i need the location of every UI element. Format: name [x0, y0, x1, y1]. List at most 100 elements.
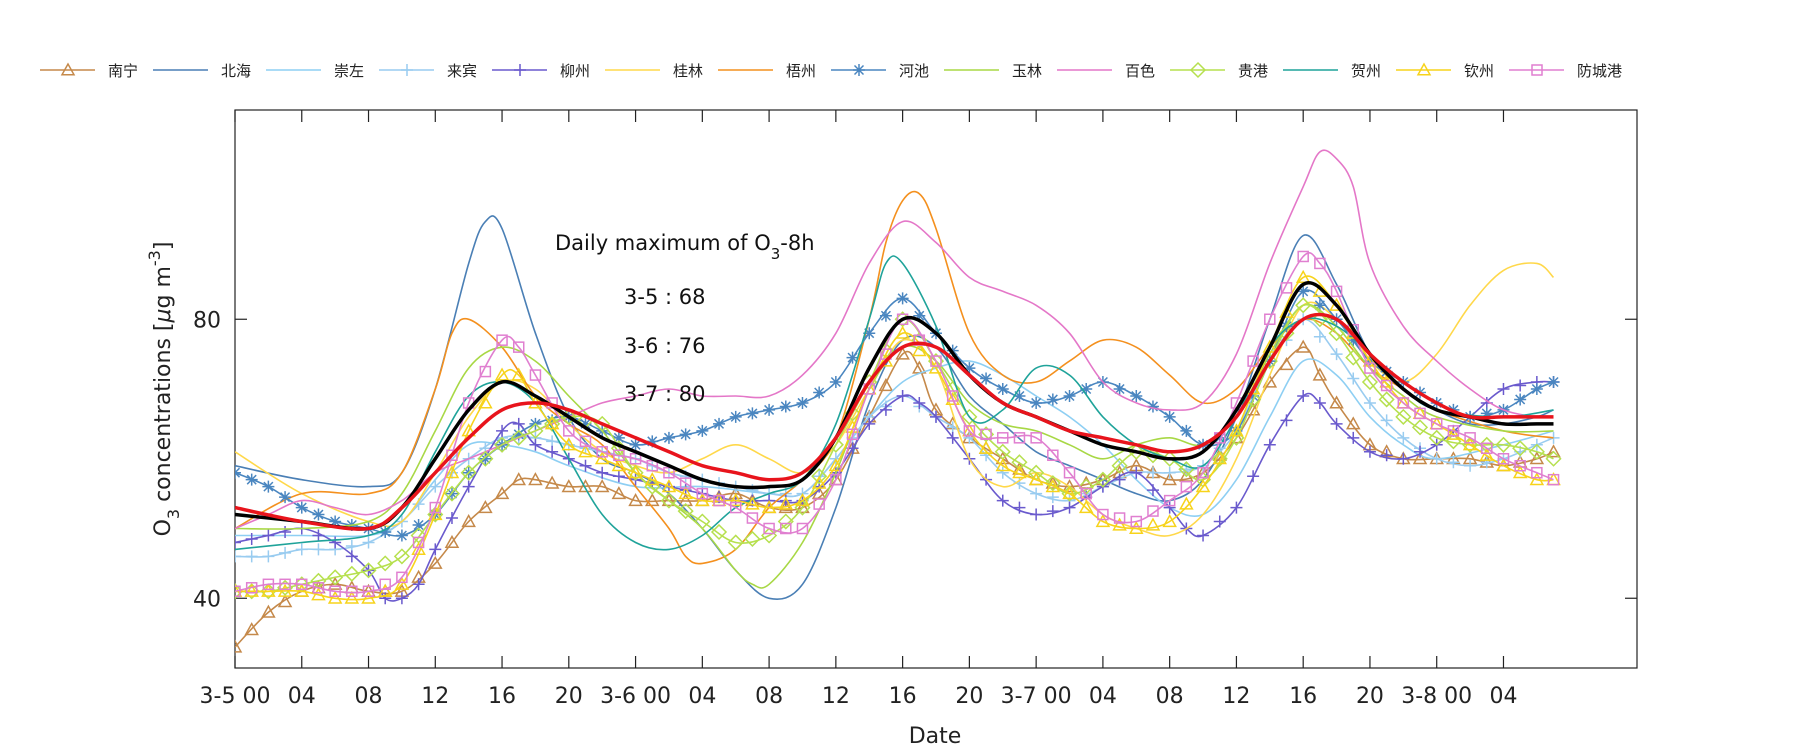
series-line — [235, 312, 1554, 531]
legend-item: 梧州 — [718, 62, 816, 80]
series-marker — [294, 583, 310, 597]
series-marker — [1547, 376, 1560, 389]
series-marker — [1080, 383, 1093, 395]
series-marker — [411, 541, 426, 555]
series-marker — [1280, 282, 1293, 294]
series-marker — [1430, 452, 1443, 465]
series-marker — [1446, 426, 1461, 440]
series-marker — [1297, 389, 1310, 402]
series-marker — [995, 458, 1011, 472]
series-marker — [1030, 432, 1042, 444]
annotation-line-3: 3-7 : 80 — [624, 382, 705, 406]
series-marker — [713, 494, 725, 507]
series-marker — [1262, 339, 1278, 353]
series-marker — [1095, 513, 1111, 528]
series-marker — [1129, 520, 1144, 535]
series-marker — [529, 369, 542, 381]
series-marker — [1213, 431, 1226, 444]
series-marker — [1195, 479, 1211, 493]
series-marker — [1197, 529, 1210, 542]
series-marker — [295, 501, 308, 514]
series-marker — [1279, 304, 1294, 318]
series-marker — [395, 592, 408, 605]
series-marker — [879, 403, 892, 416]
series-marker — [344, 590, 360, 604]
series-marker — [1179, 496, 1194, 510]
series-百色 — [235, 149, 1554, 530]
series-marker — [311, 587, 326, 601]
series-marker — [1163, 466, 1176, 479]
series-marker — [460, 464, 477, 481]
y-tick-label: 80 — [193, 308, 221, 333]
series-marker — [494, 486, 510, 500]
legend-label: 柳州 — [560, 62, 590, 80]
series-mean — [235, 281, 1554, 531]
series-marker — [1379, 374, 1394, 388]
series-marker — [728, 493, 743, 507]
x-tick-label: 04 — [288, 684, 316, 709]
series-marker — [1345, 416, 1361, 430]
series-marker — [1046, 393, 1059, 406]
series-marker — [1395, 408, 1412, 425]
series-marker — [579, 435, 592, 448]
series-marker — [1030, 487, 1043, 500]
series-marker — [444, 534, 460, 548]
series-marker — [1247, 470, 1260, 483]
series-marker — [1329, 395, 1344, 409]
legend-item: 钦州 — [1396, 62, 1494, 80]
series-marker — [444, 465, 460, 479]
series-marker — [1180, 480, 1193, 493]
series-marker — [1197, 466, 1209, 479]
series-marker — [1378, 391, 1395, 408]
series-marker — [611, 486, 627, 500]
series-marker — [262, 529, 275, 542]
series-marker — [563, 425, 575, 437]
series-marker — [795, 493, 810, 507]
series-梧州 — [235, 190, 1554, 565]
series-marker — [1447, 425, 1460, 437]
series-marker — [295, 543, 308, 556]
series-marker — [1078, 500, 1094, 514]
legend-label: 河池 — [899, 62, 929, 80]
series-marker — [379, 525, 392, 538]
series-marker — [1111, 457, 1128, 474]
series-marker — [245, 550, 258, 563]
series-marker — [329, 585, 341, 598]
series-marker — [496, 424, 509, 437]
series-marker — [1478, 436, 1495, 453]
series-marker — [1479, 447, 1495, 461]
series-marker — [478, 500, 493, 514]
series-marker — [713, 417, 726, 430]
series-marker — [1545, 450, 1562, 467]
series-marker — [235, 550, 241, 563]
series-marker — [896, 389, 909, 402]
series-marker — [596, 466, 609, 479]
series-marker — [746, 407, 759, 420]
series-marker — [412, 519, 425, 532]
series-marker — [996, 494, 1009, 507]
series-marker — [1113, 473, 1126, 486]
series-marker — [1447, 456, 1460, 469]
series-marker — [1295, 269, 1311, 283]
series-marker — [1063, 466, 1076, 479]
series-marker — [1047, 449, 1059, 462]
legend-label: 崇左 — [334, 62, 364, 80]
legend-item: 贵港 — [1170, 61, 1268, 80]
legend-label: 防城港 — [1577, 62, 1622, 80]
x-tick-label: 12 — [421, 684, 449, 709]
x-tick-label: 12 — [822, 684, 850, 709]
series-marker — [1013, 501, 1026, 514]
series-marker — [262, 480, 275, 493]
series-marker — [528, 472, 543, 486]
series-marker — [746, 512, 759, 524]
series-marker — [1112, 517, 1127, 531]
series-marker — [479, 452, 492, 465]
legend-label: 钦州 — [1464, 62, 1494, 80]
series-marker — [796, 396, 809, 409]
legend-marker — [1189, 61, 1207, 79]
x-tick-label: 3-7 00 — [1001, 684, 1072, 709]
series-marker — [1364, 362, 1376, 374]
series-marker — [1330, 285, 1343, 298]
series-marker — [660, 492, 678, 509]
